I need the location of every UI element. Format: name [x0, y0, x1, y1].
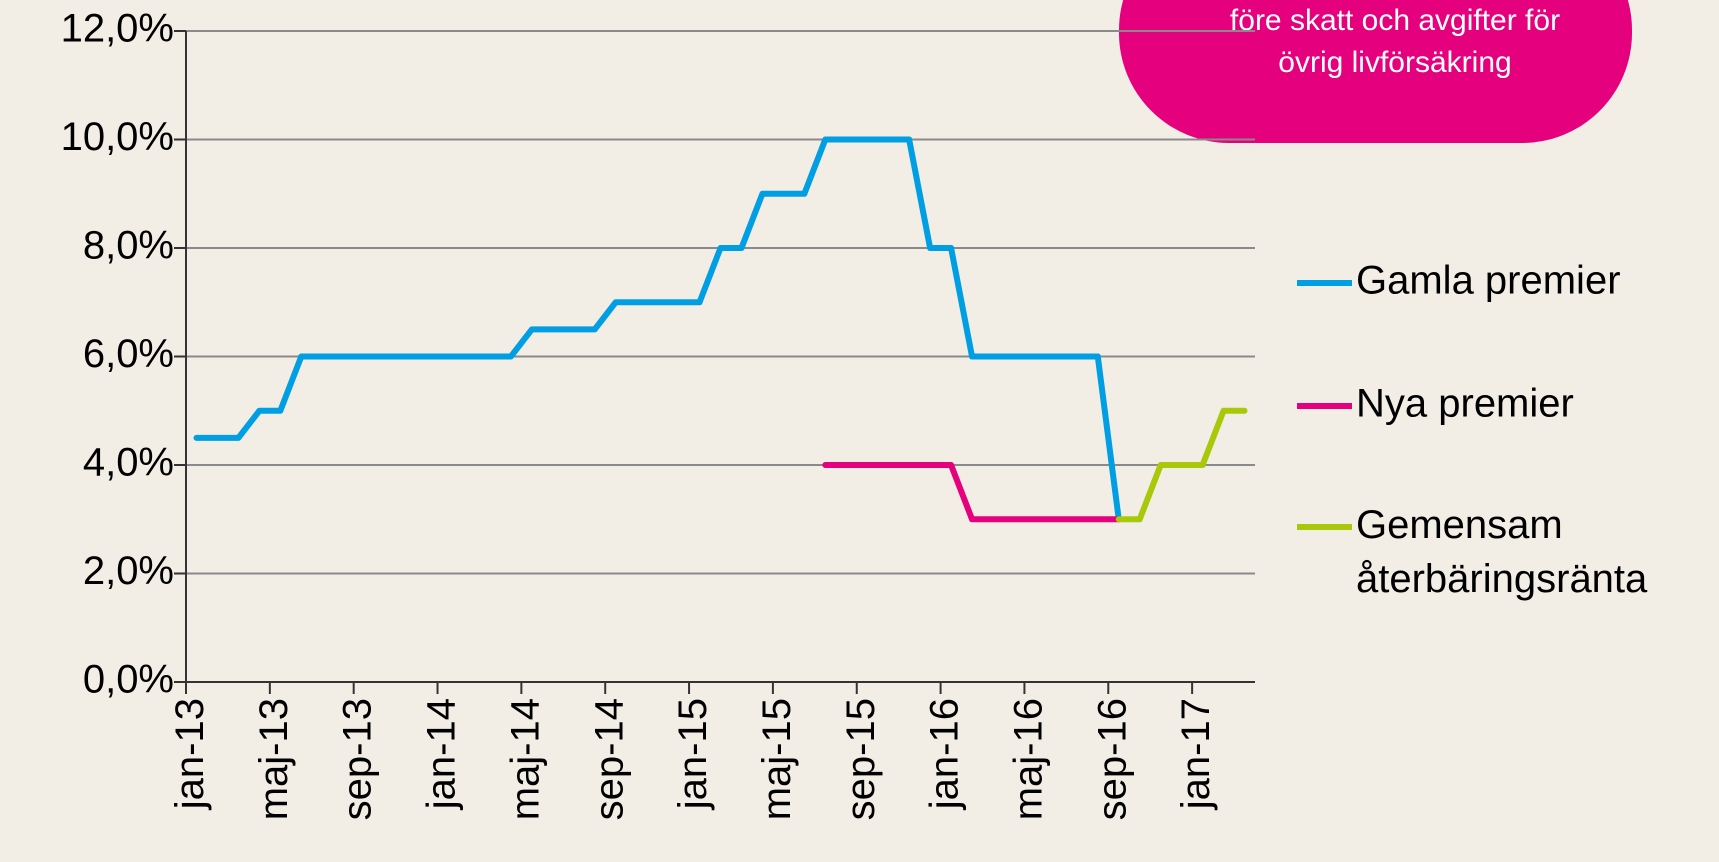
- y-tick-label: 0,0%: [83, 658, 174, 702]
- x-tick-label: jan-16: [923, 698, 967, 810]
- x-tick-label: maj-13: [252, 698, 296, 820]
- legend-label-line: Gemensam: [1356, 503, 1574, 547]
- x-tick-label: maj-14: [503, 698, 547, 820]
- annotation: före skatt och avgifter för: [1230, 4, 1560, 37]
- x-tick-label: sep-14: [587, 698, 631, 820]
- y-tick-label: 2,0%: [83, 549, 174, 593]
- x-tick-label: maj-16: [1006, 698, 1050, 820]
- series-line: [193, 136, 1122, 523]
- x-tick-label: sep-16: [1090, 698, 1134, 820]
- x-tick-label: maj-15: [755, 698, 799, 820]
- y-tick-label: 6,0%: [83, 332, 174, 376]
- x-tick-label: jan-17: [1174, 698, 1218, 810]
- series-line: [822, 462, 1122, 523]
- x-tick-label: sep-13: [336, 698, 380, 820]
- y-tick-label: 12,0%: [61, 7, 174, 51]
- legend-label-line: återbäringsränta: [1356, 557, 1648, 601]
- legend-label: Nya premier: [1356, 382, 1574, 426]
- x-tick-label: sep-15: [839, 698, 883, 820]
- x-tick-label: jan-13: [168, 698, 212, 810]
- series-line: [1115, 407, 1248, 523]
- x-tick-label: jan-14: [420, 698, 464, 810]
- annotation: övrig livförsäkring: [1278, 46, 1511, 79]
- annotation-box: [1119, 0, 1632, 143]
- y-tick-label: 8,0%: [83, 224, 174, 268]
- y-tick-label: 10,0%: [61, 115, 174, 159]
- y-tick-label: 4,0%: [83, 441, 174, 485]
- legend-label: Gamla premier: [1356, 259, 1621, 303]
- legend-label: Gemensam återbäringsränta: [1356, 503, 1648, 601]
- x-tick-label: jan-15: [671, 698, 715, 810]
